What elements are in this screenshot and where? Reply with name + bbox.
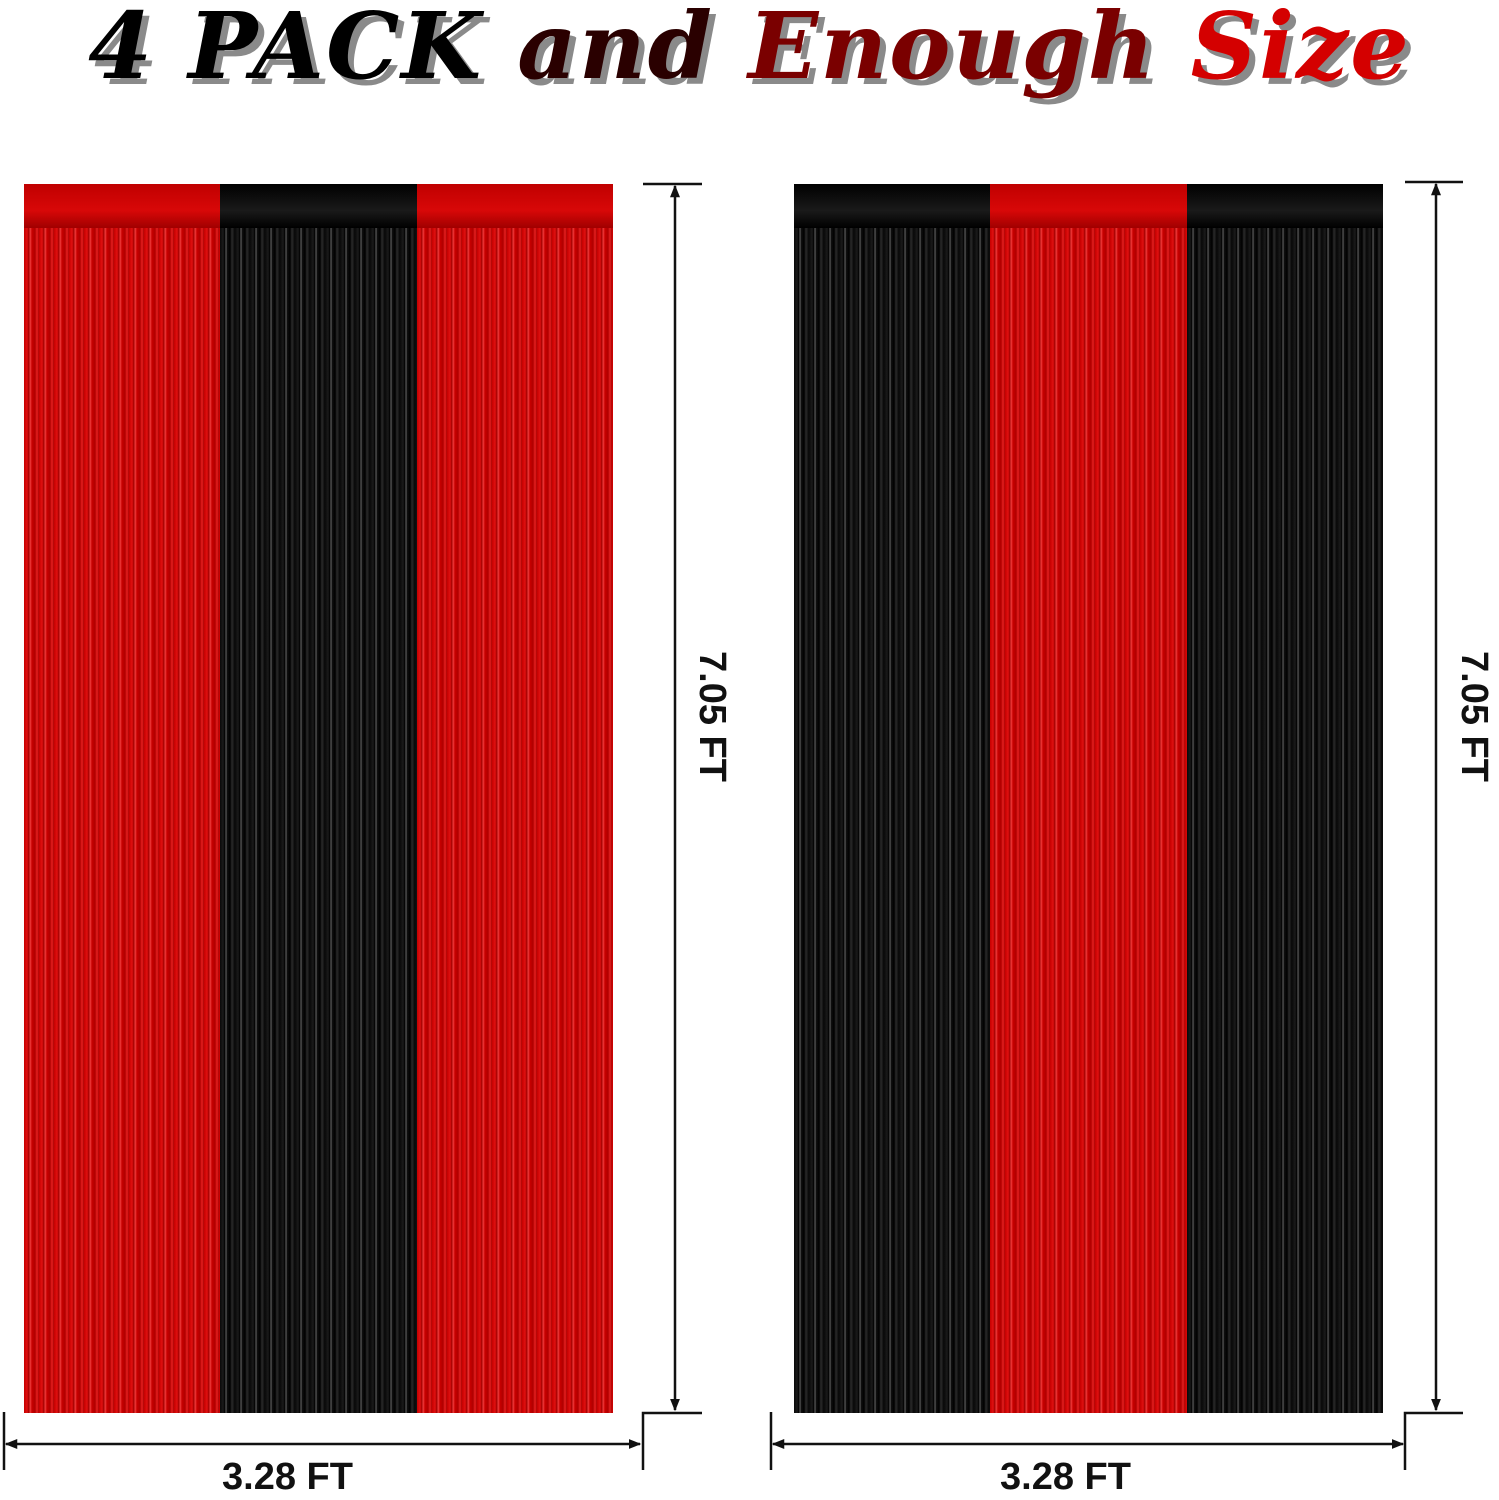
corner-tick	[641, 1411, 702, 1470]
title-part-3: Enough	[748, 0, 1157, 100]
title-part-4: Size	[1190, 0, 1411, 100]
title-banner: 4 PACK and Enough Size	[0, 0, 1499, 100]
width-label-left: 3.28 FT	[222, 1456, 353, 1498]
curtain-panel-red	[990, 184, 1187, 1413]
curtain-right	[794, 184, 1383, 1413]
corner-tick	[1403, 1411, 1463, 1470]
curtain-panel-black	[1186, 184, 1383, 1413]
title-part-2: and	[517, 0, 715, 100]
curtain-panel-red	[24, 184, 221, 1413]
title-part-1: 4 PACK	[88, 0, 484, 100]
curtain-left	[24, 184, 613, 1413]
curtain-panel-black	[220, 184, 417, 1413]
curtain-panel-black	[794, 184, 991, 1413]
height-label-right: 7.05 FT	[1452, 651, 1495, 782]
curtain-panel-red	[416, 184, 613, 1413]
width-label-right: 3.28 FT	[1000, 1456, 1131, 1498]
height-label-left: 7.05 FT	[690, 651, 733, 782]
